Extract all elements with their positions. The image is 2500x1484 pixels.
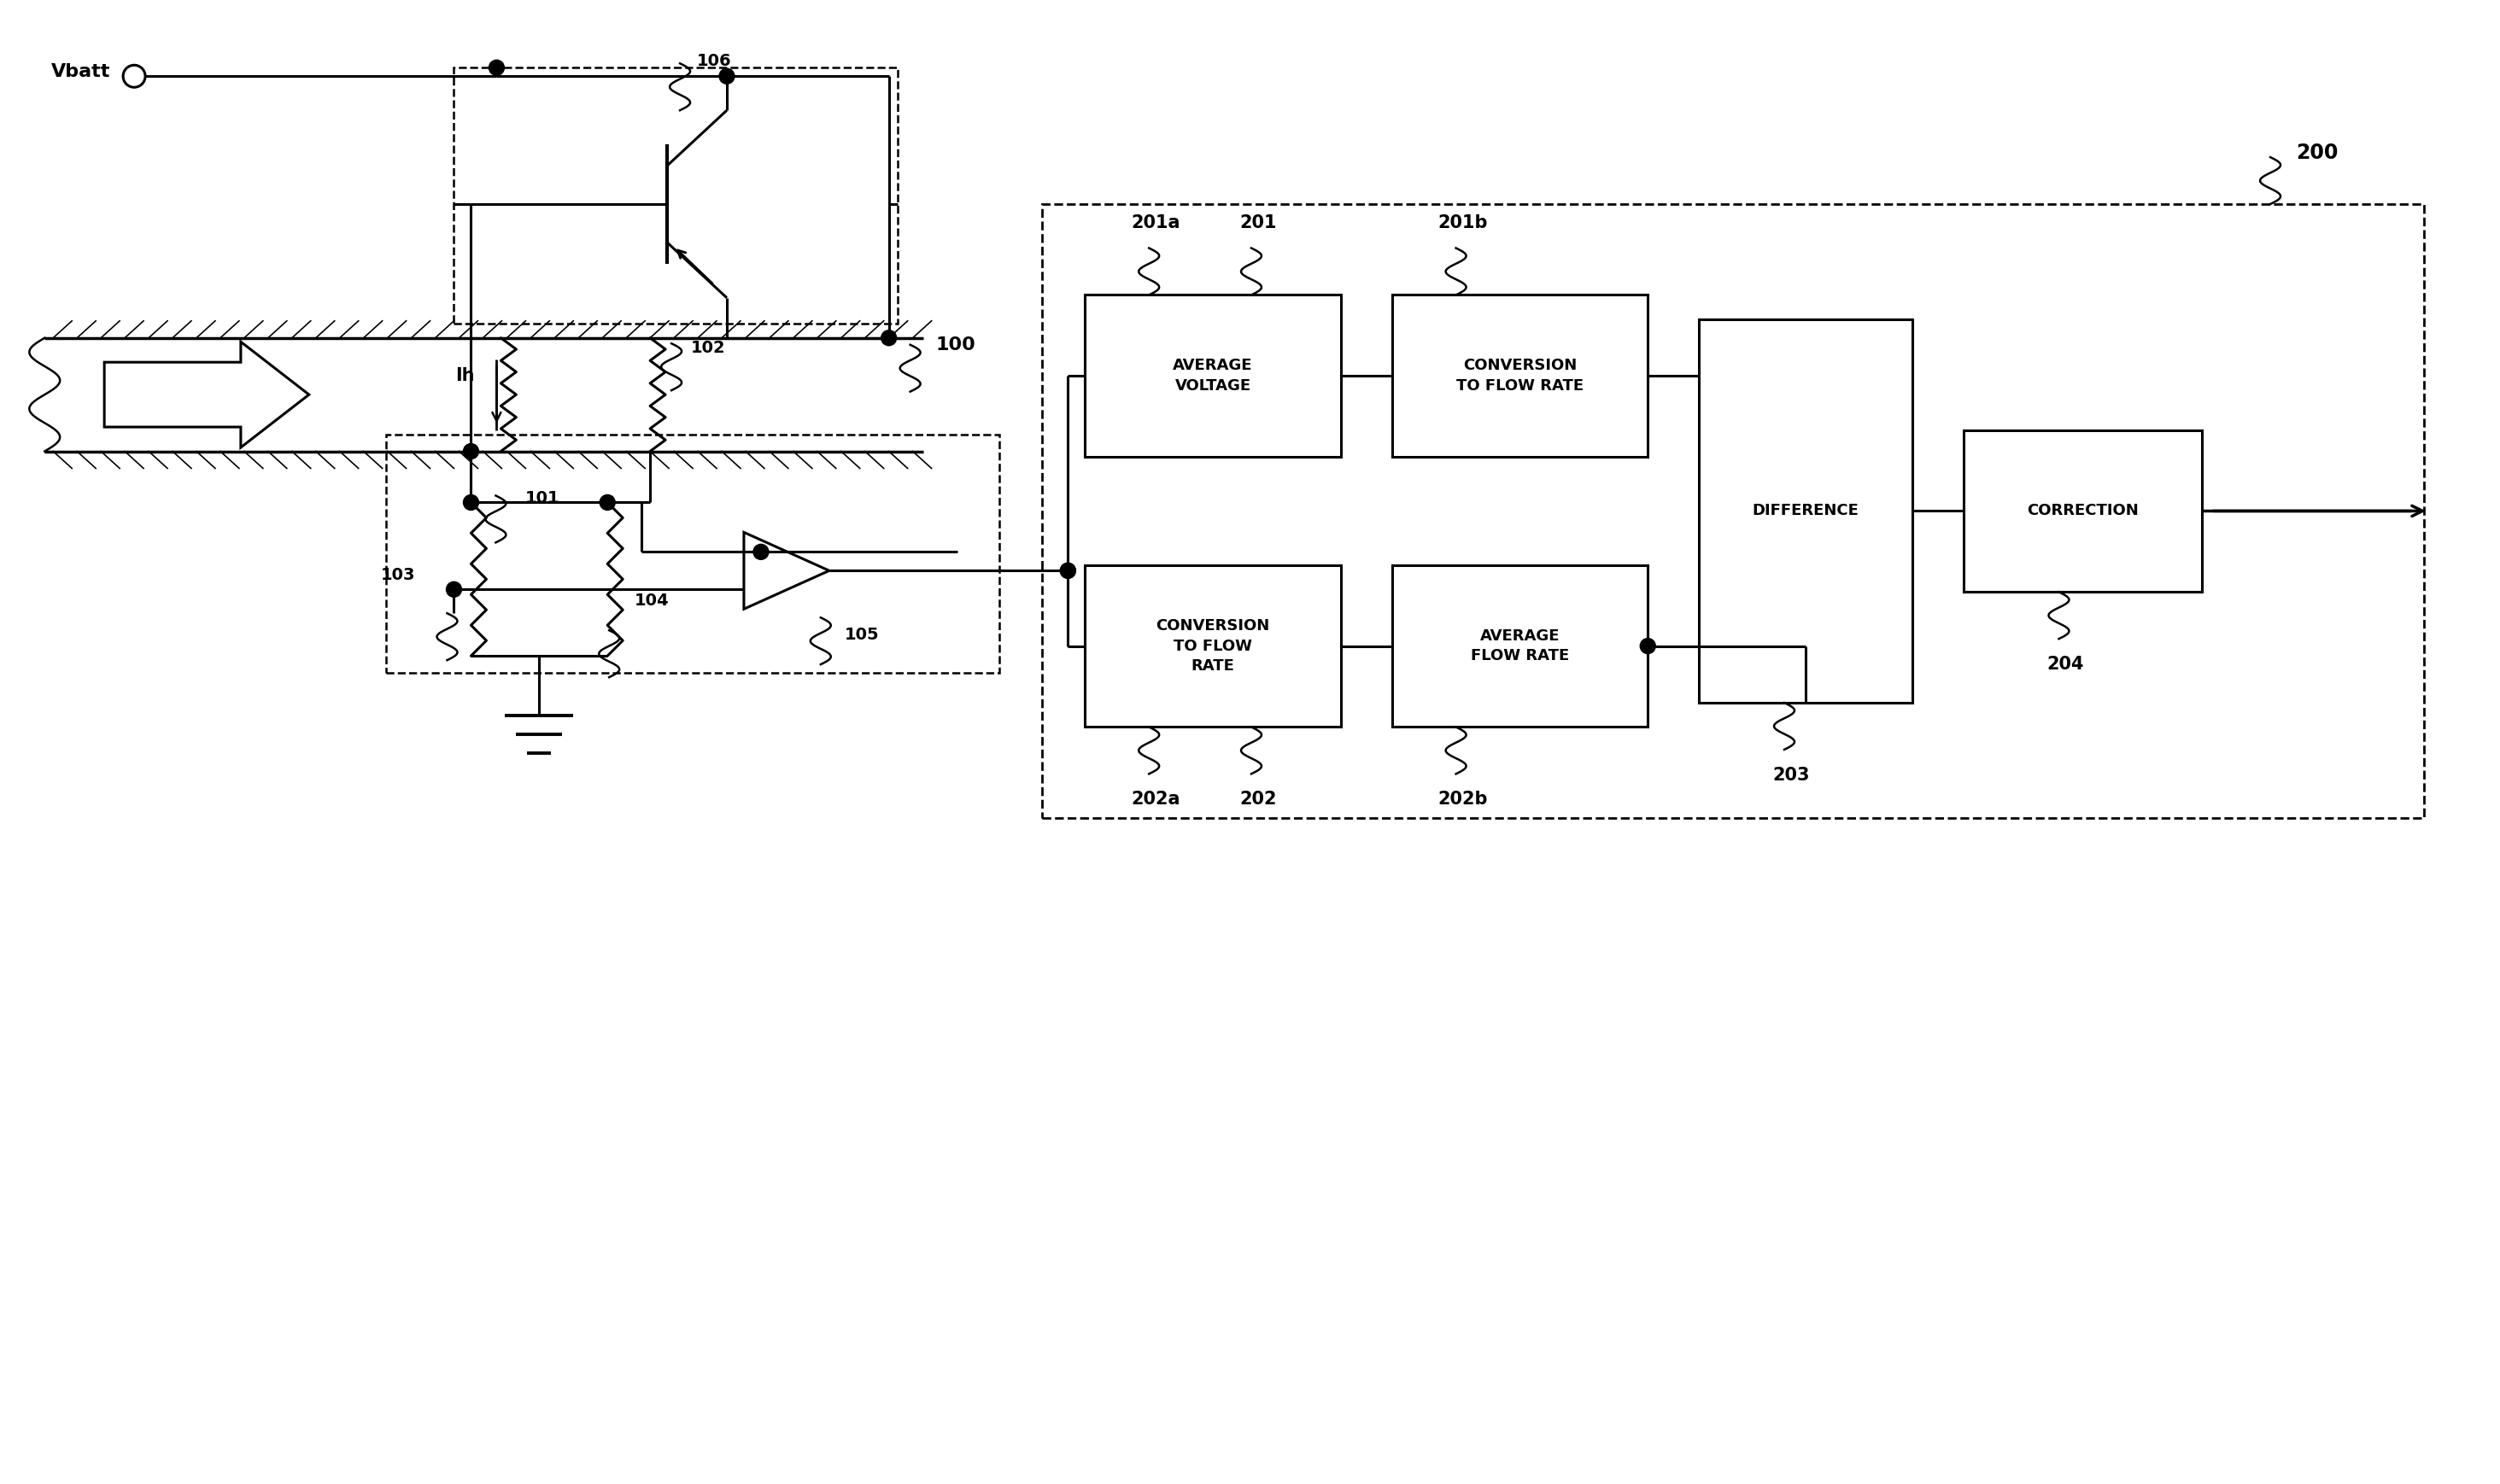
Text: DIFFERENCE: DIFFERENCE [1752, 503, 1860, 519]
Text: 201b: 201b [1438, 214, 1487, 232]
Text: 200: 200 [2295, 142, 2338, 163]
Circle shape [462, 494, 478, 510]
Bar [1042, 205, 2425, 818]
Text: 101: 101 [525, 490, 560, 506]
Text: 106: 106 [698, 53, 732, 68]
Text: 105: 105 [845, 626, 880, 643]
Circle shape [600, 494, 615, 510]
Circle shape [490, 59, 505, 76]
Text: 202a: 202a [1130, 791, 1180, 807]
Bar [385, 435, 1000, 672]
Circle shape [462, 444, 478, 459]
Text: CONVERSION
TO FLOW RATE: CONVERSION TO FLOW RATE [1455, 358, 1582, 393]
Circle shape [752, 545, 768, 559]
Text: 203: 203 [1772, 767, 1810, 784]
Text: AVERAGE
FLOW RATE: AVERAGE FLOW RATE [1470, 628, 1570, 663]
Bar [1085, 565, 1340, 727]
Text: 201: 201 [1240, 214, 1278, 232]
Circle shape [1060, 562, 1075, 579]
Circle shape [720, 68, 735, 85]
Text: 204: 204 [2047, 656, 2085, 672]
Bar [1700, 319, 1913, 703]
Text: 202: 202 [1240, 791, 1278, 807]
Text: Vbatt: Vbatt [50, 64, 110, 80]
Text: 104: 104 [635, 592, 670, 608]
Text: 202b: 202b [1438, 791, 1487, 807]
Bar [1085, 295, 1340, 457]
Bar [1393, 565, 1648, 727]
Circle shape [1060, 562, 1075, 579]
Bar [1393, 295, 1648, 457]
Text: CONVERSION
TO FLOW
RATE: CONVERSION TO FLOW RATE [1155, 619, 1270, 674]
Text: CORRECTION: CORRECTION [2028, 503, 2138, 519]
Text: AVERAGE
VOLTAGE: AVERAGE VOLTAGE [1172, 358, 1252, 393]
Circle shape [448, 582, 462, 597]
Circle shape [1640, 638, 1655, 653]
Text: 102: 102 [690, 340, 725, 356]
Bar [455, 68, 897, 324]
Text: 103: 103 [380, 567, 415, 583]
Bar [1963, 430, 2202, 592]
Circle shape [880, 331, 897, 346]
Text: 201a: 201a [1130, 214, 1180, 232]
Text: 100: 100 [935, 337, 975, 353]
Text: Ih: Ih [455, 368, 475, 384]
